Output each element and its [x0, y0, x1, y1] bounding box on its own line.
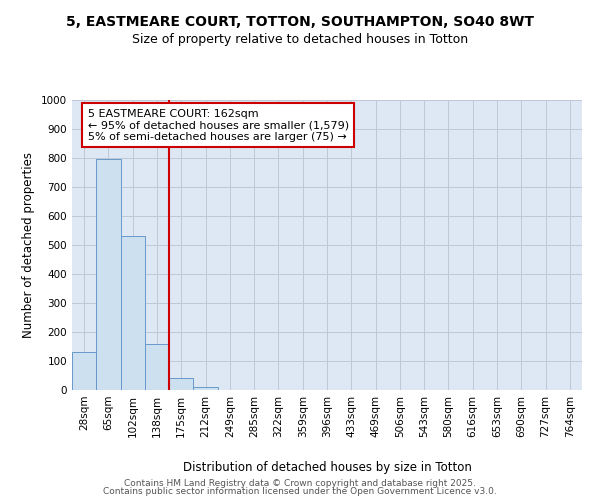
Bar	[72, 352, 96, 390]
Bar	[169, 378, 193, 390]
Bar	[193, 387, 218, 390]
Bar	[121, 236, 145, 390]
Text: Contains public sector information licensed under the Open Government Licence v3: Contains public sector information licen…	[103, 487, 497, 496]
Text: Size of property relative to detached houses in Totton: Size of property relative to detached ho…	[132, 32, 468, 46]
Y-axis label: Number of detached properties: Number of detached properties	[22, 152, 35, 338]
Bar	[96, 160, 121, 390]
Text: 5 EASTMEARE COURT: 162sqm
← 95% of detached houses are smaller (1,579)
5% of sem: 5 EASTMEARE COURT: 162sqm ← 95% of detac…	[88, 108, 349, 142]
Text: Contains HM Land Registry data © Crown copyright and database right 2025.: Contains HM Land Registry data © Crown c…	[124, 478, 476, 488]
Text: 5, EASTMEARE COURT, TOTTON, SOUTHAMPTON, SO40 8WT: 5, EASTMEARE COURT, TOTTON, SOUTHAMPTON,…	[66, 15, 534, 29]
Bar	[145, 344, 169, 390]
Text: Distribution of detached houses by size in Totton: Distribution of detached houses by size …	[182, 461, 472, 474]
